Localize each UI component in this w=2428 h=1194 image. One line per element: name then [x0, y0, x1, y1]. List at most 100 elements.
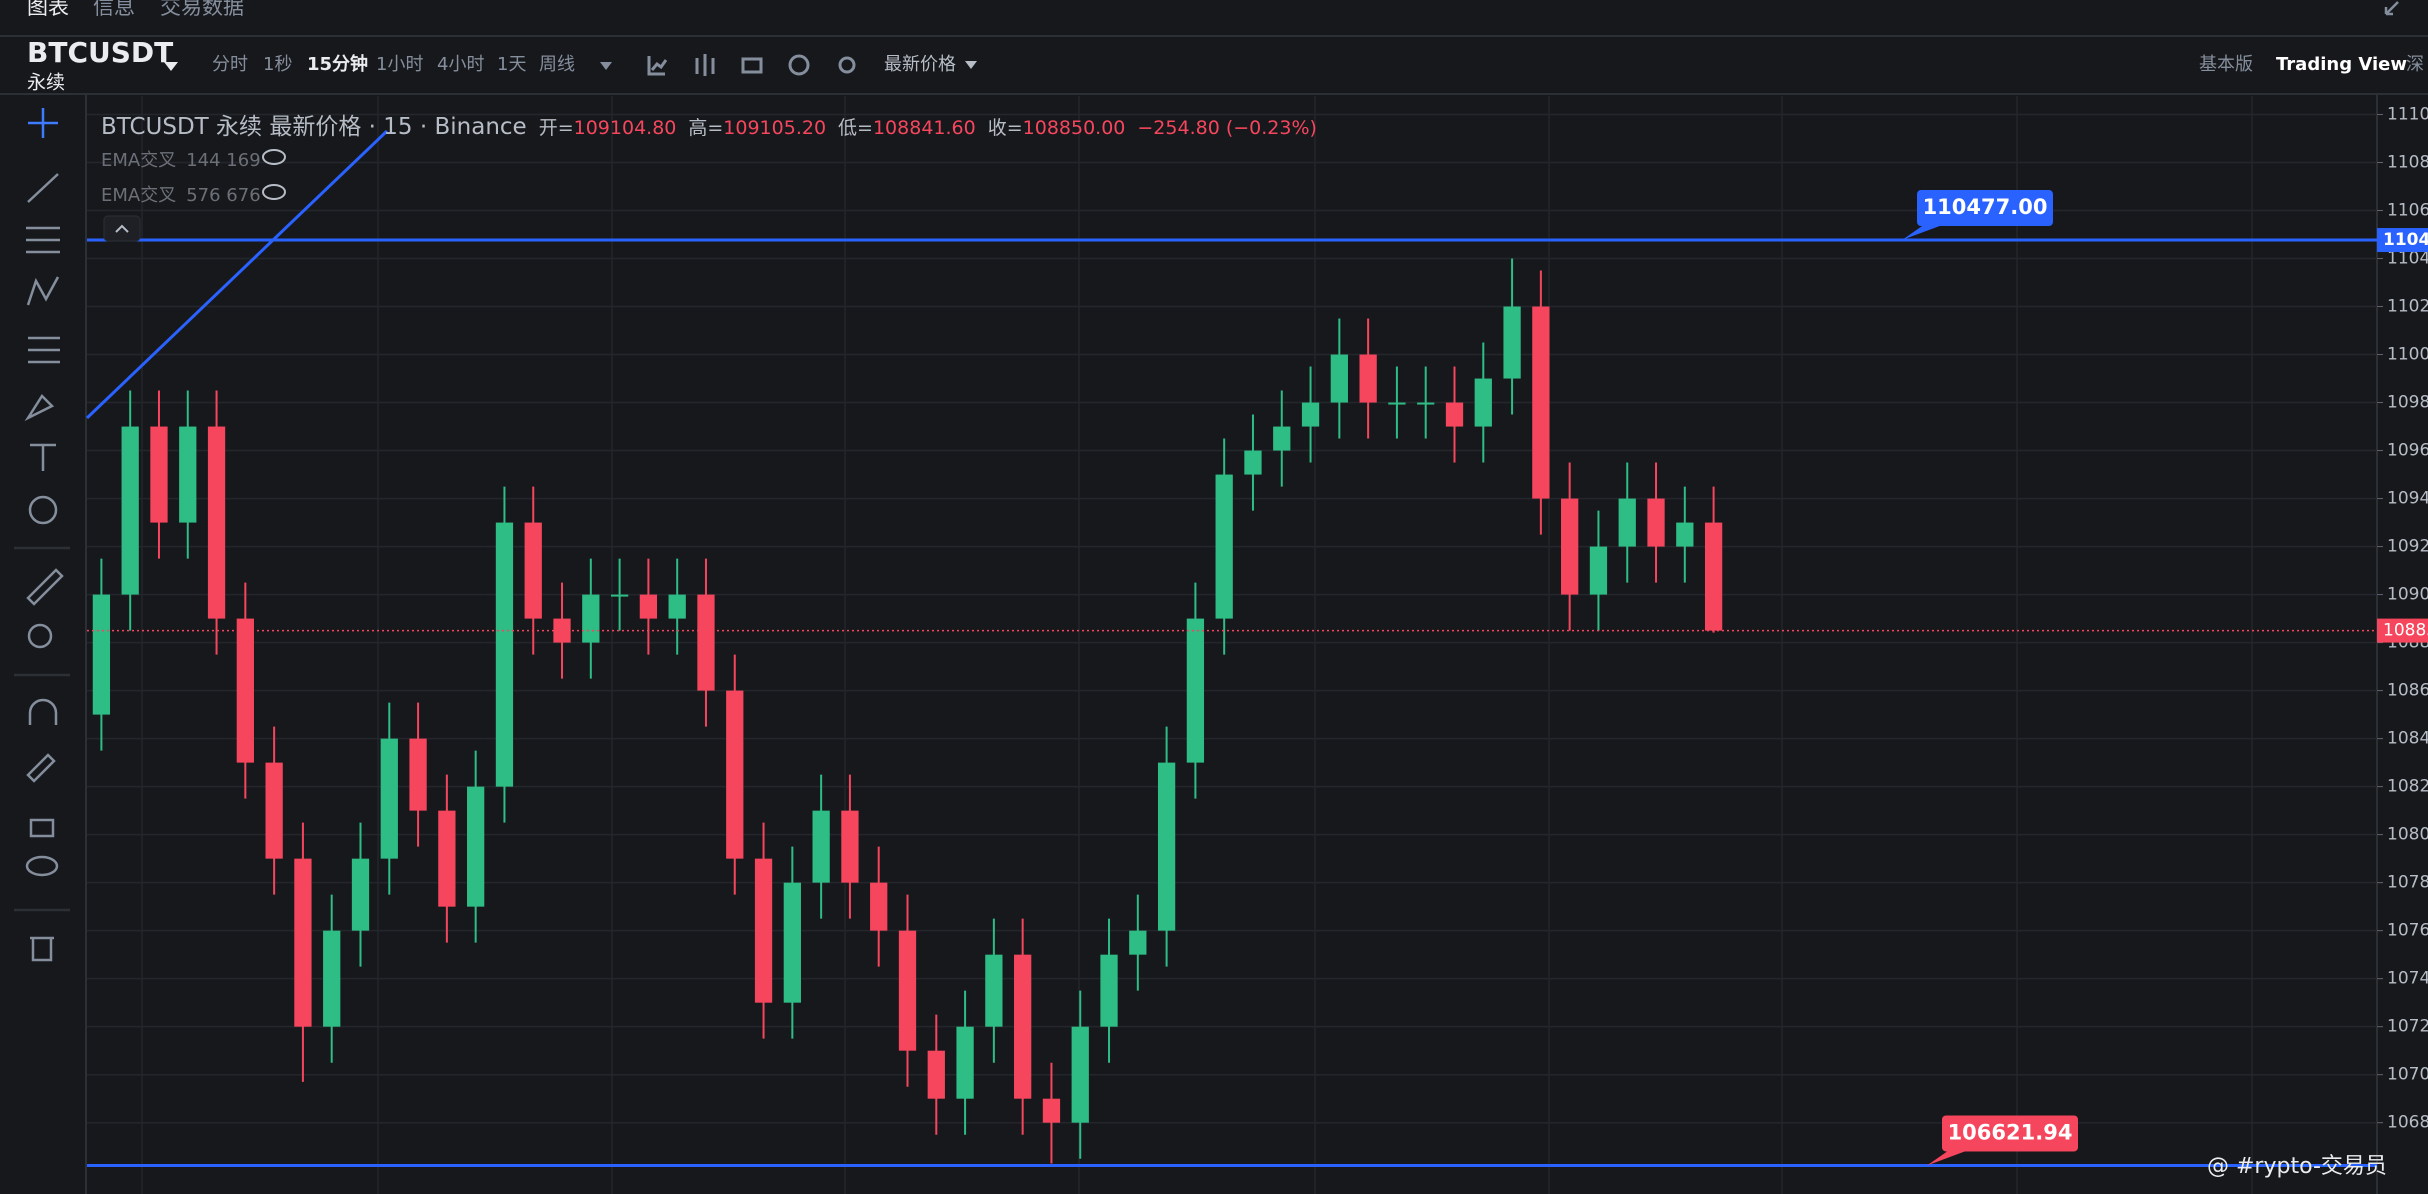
candle-body: [1301, 402, 1320, 427]
candle-body: [92, 594, 111, 715]
price-type[interactable]: 最新价格: [884, 54, 956, 75]
hline-axis-box: [2377, 228, 2428, 253]
candle-body: [783, 882, 801, 1003]
price-type-caret[interactable]: [965, 61, 977, 69]
y-tick-label: 107800: [2387, 873, 2428, 893]
candle-body: [323, 930, 341, 1027]
interval[interactable]: 15分钟: [307, 53, 368, 75]
tab[interactable]: 信息: [93, 0, 135, 19]
y-tick-label: 110200: [2387, 297, 2428, 317]
indicator-params: 576 676: [186, 185, 261, 206]
lock-tool[interactable]: [29, 818, 55, 838]
eye-icon[interactable]: [262, 149, 286, 165]
drawing-tools: [14, 108, 70, 962]
toolbar-icons: [647, 54, 856, 76]
crosshair-tool[interactable]: [28, 108, 58, 138]
minimize-icon[interactable]: [2384, 1, 2399, 16]
candle-body: [668, 594, 686, 619]
hline-label-box[interactable]: [1917, 190, 2053, 227]
candle-body: [1618, 498, 1636, 547]
emoji-tool[interactable]: [28, 495, 58, 525]
candle-body: [351, 858, 370, 931]
ohlc-value: 108850.00: [1022, 117, 1126, 139]
candle-body: [985, 954, 1003, 1027]
hide-tool[interactable]: [25, 855, 59, 877]
interval[interactable]: 4小时: [437, 54, 484, 75]
interval[interactable]: 1天: [497, 54, 526, 75]
candle-body: [1417, 402, 1435, 405]
y-tick-label: 108000: [2387, 825, 2428, 845]
symbol-caret[interactable]: [164, 62, 178, 71]
candle-body: [1445, 402, 1464, 427]
interval[interactable]: 分时: [212, 54, 248, 75]
camera-icon[interactable]: [741, 57, 763, 74]
pattern-tool[interactable]: [26, 276, 60, 306]
candle-body: [1157, 762, 1176, 931]
candle-body: [1330, 354, 1348, 403]
view-mode[interactable]: 基本版: [2199, 54, 2253, 75]
line-tool[interactable]: [27, 173, 59, 203]
indicator-eyes: [262, 149, 286, 200]
candle-body: [639, 594, 658, 619]
candle-body: [1273, 426, 1291, 451]
y-tick-label: 107000: [2387, 1065, 2428, 1085]
interval[interactable]: 周线: [539, 54, 575, 75]
ruler-tool[interactable]: [26, 568, 64, 606]
y-tick-label: 108600: [2387, 681, 2428, 701]
ohlc-label: 收=: [987, 117, 1023, 139]
indicator-params: 144 169: [186, 150, 261, 171]
y-tick-label: 109000: [2387, 585, 2428, 605]
last-price-label: 108850.00: [2383, 621, 2428, 641]
symbol[interactable]: BTCUSDT: [27, 36, 173, 69]
candle-body: [294, 858, 312, 1027]
candle-body: [179, 426, 197, 523]
interval-caret[interactable]: [600, 62, 612, 70]
candle-body: [582, 594, 600, 643]
watermark: @ #rypto-交易员: [2207, 1154, 2387, 1179]
tab[interactable]: 图表: [27, 0, 69, 19]
view-mode[interactable]: Trading View: [2276, 54, 2407, 75]
candle-body: [1589, 546, 1608, 595]
candle-body: [610, 594, 629, 597]
add-icon[interactable]: [788, 54, 810, 76]
interval[interactable]: 1小时: [376, 54, 423, 75]
candle-body: [1359, 354, 1377, 403]
zoom-tool[interactable]: [27, 623, 53, 649]
brush-tool[interactable]: [24, 394, 55, 422]
text-tool[interactable]: [30, 443, 56, 471]
y-tick-label: 107400: [2387, 969, 2428, 989]
fib-tool[interactable]: [26, 226, 60, 254]
lock-draw-tool[interactable]: [26, 753, 56, 783]
legend-change: −254.80 (−0.23%): [1137, 117, 1317, 139]
indicator-icon[interactable]: [647, 56, 668, 76]
magnet-tool[interactable]: [28, 698, 58, 725]
delete-tool[interactable]: [30, 936, 54, 962]
tab[interactable]: 交易数据: [160, 0, 244, 19]
candle-body: [898, 930, 917, 1051]
candle-body: [207, 426, 226, 619]
candle-body: [1704, 522, 1723, 631]
view-mode[interactable]: 深: [2406, 54, 2424, 75]
interval[interactable]: 1秒: [263, 54, 292, 75]
settings-icon[interactable]: [838, 56, 856, 74]
candle-body: [870, 882, 888, 931]
ohlc-value: 109105.20: [723, 117, 827, 139]
forecast-tool[interactable]: [28, 336, 60, 364]
eye-icon[interactable]: [262, 184, 286, 200]
candle-icon[interactable]: [695, 54, 715, 76]
candle-body: [236, 618, 254, 763]
indicator-row: EMA交叉 576 676: [101, 181, 271, 207]
hline-label: 106621.94: [1948, 1120, 2073, 1144]
y-tick-label: 106800: [2387, 1113, 2428, 1133]
candle-body: [1532, 306, 1550, 499]
y-tick-label: 108200: [2387, 777, 2428, 797]
hline-label-box[interactable]: [1942, 1115, 2078, 1152]
candle-body: [927, 1050, 945, 1099]
candle-body: [841, 810, 859, 883]
collapse-icon: [115, 224, 129, 233]
y-tick-label: 107600: [2387, 921, 2428, 941]
hline-axis-label: 110477.00: [2383, 230, 2428, 250]
trend-line: [85, 129, 389, 420]
candle-body: [1186, 618, 1205, 763]
collapse-button[interactable]: [103, 215, 141, 242]
